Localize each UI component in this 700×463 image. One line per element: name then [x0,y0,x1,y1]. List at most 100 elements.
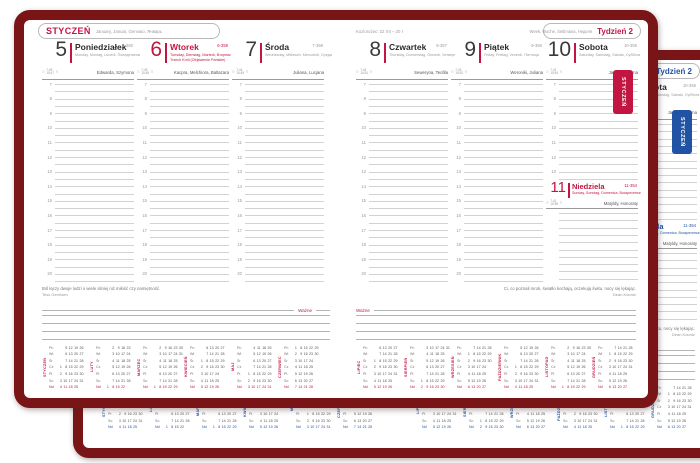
mini-calendar-day: 24 [274,412,279,417]
mini-calendar-day: 18 [382,378,387,383]
mini-calendar-day: 15 [303,345,308,350]
week-box: Week, Woche, Settimana, Неделя Tydzień 2 [530,23,641,39]
day-accent-bar [260,43,262,63]
mini-calendar-day: 2 [420,385,423,390]
mini-calendar-day: 9 [164,345,167,350]
mini-calendar-day: 28 [267,365,272,370]
sunrise-circle-icon: ○ [546,199,549,205]
day-languages: Monday, Montag, Lunedì, Понедельник [75,52,141,57]
hour-line [150,186,229,188]
hour-label: 10 [47,125,52,131]
half-hour-line [464,266,543,268]
day-languages: Tuesday, Dienstag, Martedì, Вторник [170,52,231,57]
mini-calendar-day: 26 [388,385,393,390]
half-hour-line [464,149,543,151]
mini-calendar-dow-label: So [202,418,207,423]
month-registry-tab: STYCZEŃ [613,70,633,114]
mini-calendar-day: 7 [353,425,356,430]
mini-calendar-day: 3 [514,378,517,383]
day-languages: Sunday, Sonntag, Domenica, Воскресенье [631,231,700,235]
mini-calendar-dow-label: Nd [237,385,242,390]
mini-calendar-day: 14 [256,365,261,370]
mini-calendar-day: 25 [274,418,279,423]
mini-calendar-day: 1 [106,385,109,390]
mini-calendar-day: 26 [581,365,586,370]
mini-calendar-day: 18 [435,352,440,357]
mini-calendar-day: 7 [473,345,476,350]
mini-calendar-day: 24 [447,412,452,417]
hour-line [464,171,543,173]
hour-line [464,127,543,129]
mini-calendar-dow-label: Wt [190,352,195,357]
mini-calendar-day: 12 [357,412,362,417]
mini-calendar-row: Nd 5 12 19 26 [249,424,289,430]
mini-calendar-dow-label: Wt [363,352,368,357]
mini-calendar-row: Nd 6 13 20 27 [457,384,497,390]
mini-calendar-day: 3 [159,352,162,357]
mini-calendar-day: 16 [617,358,622,363]
mini-calendar-day: 27 [623,385,628,390]
mini-calendar-day: 13 [570,372,575,377]
note-line [356,323,636,324]
day-languages: Friday, Freitag, Venerdì, Пятница [484,52,539,57]
mini-calendar-day: 27 [581,372,586,377]
mini-calendar-day: 14 [488,412,493,417]
mini-calendar-day: 10 [115,352,120,357]
day-languages: Wednesday, Mittwoch, Mercoledì, Среда [265,52,332,57]
mini-calendar-dow-label: Wt [657,392,662,397]
mini-calendar-day: 9 [124,412,127,417]
mini-calendar-day: 14 [298,385,303,390]
hour-line [245,127,324,129]
mini-calendar-day: 25 [309,365,314,370]
half-hour-line [559,149,638,151]
mini-calendar-day: 9 [253,378,256,383]
half-hour-line [150,193,229,195]
note-line [559,256,638,258]
mini-calendar-dow-label: Pt [410,372,414,377]
mini-calendar-day: 20 [635,412,640,417]
mini-calendar-day: 22 [494,418,499,423]
mini-calendar-day: 2 [118,412,121,417]
hour-line [150,215,229,217]
mini-calendar-day: 27 [79,352,84,357]
mini-calendar-day: 1 [467,352,470,357]
hour-label: 20 [361,271,366,277]
note-line [559,220,638,222]
mini-calendar-day: 29 [499,418,504,423]
mini-calendar-day: 7 [520,358,523,363]
mini-calendar-day: 2 [59,372,62,377]
important-line [373,309,636,311]
mini-calendar-day: 24 [309,358,314,363]
mini-calendar-day: 9 [379,365,382,370]
hour-line [369,171,448,173]
mini-calendar-day: 9 [300,352,303,357]
mini-calendar-day: 29 [267,372,272,377]
mini-calendar-day: 12 [115,365,120,370]
mini-calendar-day: 13 [174,412,179,417]
mini-calendar-day: 25 [447,418,452,423]
mini-calendar-day: 9 [117,345,120,350]
nameday-names: Edwarda, Szymona [96,69,134,75]
mini-calendar-row: So 5 12 19 26 [457,378,497,384]
mini-calendar-day: 16 [676,398,681,403]
zodiac-range: Koziorożec: 22 XII – 20 I [356,29,403,34]
mini-calendar-dow-label: So [563,418,568,423]
half-hour-line [245,91,324,93]
mini-calendar-day: 6 [467,385,470,390]
note-line [42,323,330,324]
hour-line [55,127,134,129]
mini-calendar-dow-label: Cz [410,365,415,370]
mini-calendar-day: 14 [221,418,226,423]
mini-calendar-day: 18 [127,425,132,430]
hour-label: 7 [144,81,147,87]
mini-calendar-day: 15 [476,352,481,357]
